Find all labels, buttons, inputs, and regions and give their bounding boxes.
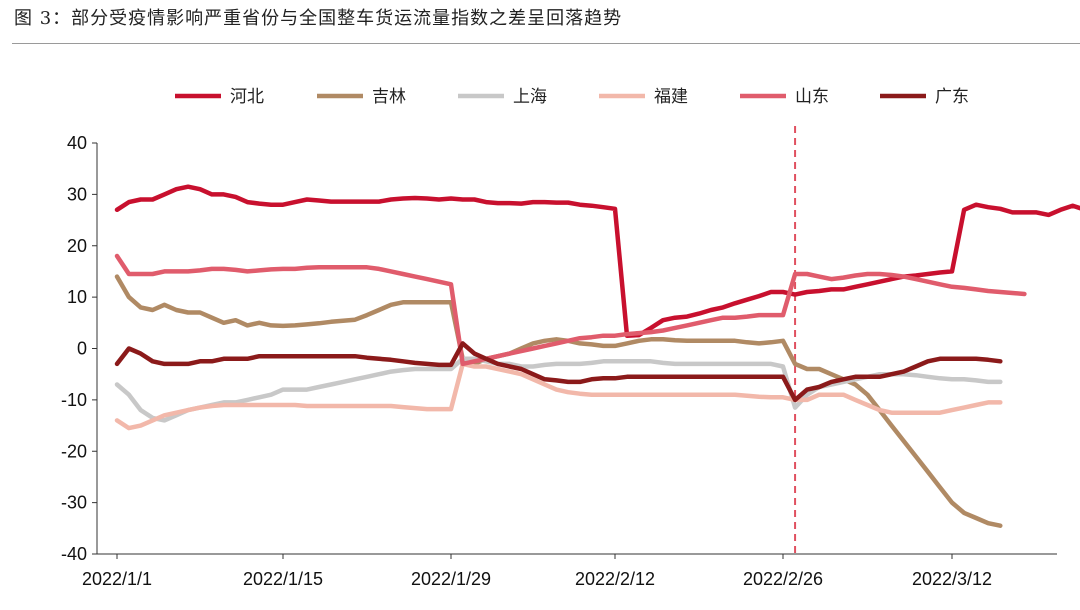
series-line-吉林 — [114, 274, 1003, 528]
title-divider — [12, 43, 1080, 44]
legend-label: 吉林 — [372, 87, 406, 107]
y-tick-label: 10 — [67, 287, 87, 307]
chart-series-lines — [114, 184, 1080, 528]
x-tick-label: 2022/3/12 — [912, 569, 992, 589]
y-tick-label: 30 — [67, 184, 87, 204]
series-line-上海 — [114, 356, 1003, 423]
legend-label: 上海 — [513, 87, 547, 107]
x-tick-label: 2022/2/12 — [575, 569, 655, 589]
chart-legend: 河北 吉林 上海 福建 山东 广东 — [175, 87, 969, 107]
x-tick-label: 2022/1/15 — [243, 569, 323, 589]
y-tick-label: -40 — [61, 544, 87, 564]
y-tick-label: -20 — [61, 441, 87, 461]
legend-label: 河北 — [230, 87, 264, 107]
x-tick-label: 2022/1/29 — [411, 569, 491, 589]
legend-label: 广东 — [935, 87, 969, 107]
legend-label: 山东 — [795, 87, 829, 107]
x-tick-label: 2022/2/26 — [743, 569, 823, 589]
x-tick-label: 2022/1/1 — [82, 569, 152, 589]
figure-title: 图 3：部分受疫情影响严重省份与全国整车货运流量指数之差呈回落趋势 — [14, 8, 623, 29]
series-line-福建 — [114, 361, 1003, 431]
legend-label: 福建 — [654, 87, 688, 107]
series-line-河北 — [114, 184, 1080, 338]
y-tick-label: 20 — [67, 236, 87, 256]
y-tick-label: -10 — [61, 390, 87, 410]
series-line-山东 — [114, 253, 1027, 367]
y-tick-label: 40 — [67, 133, 87, 153]
y-tick-label: 0 — [77, 339, 87, 359]
series-line-广东 — [114, 341, 1003, 403]
y-tick-label: -30 — [61, 493, 87, 513]
chart-axes: 40 30 20 10 0 -10 -20 -30 -40 2022/1/1 2022/1/15 20… — [61, 126, 1057, 589]
